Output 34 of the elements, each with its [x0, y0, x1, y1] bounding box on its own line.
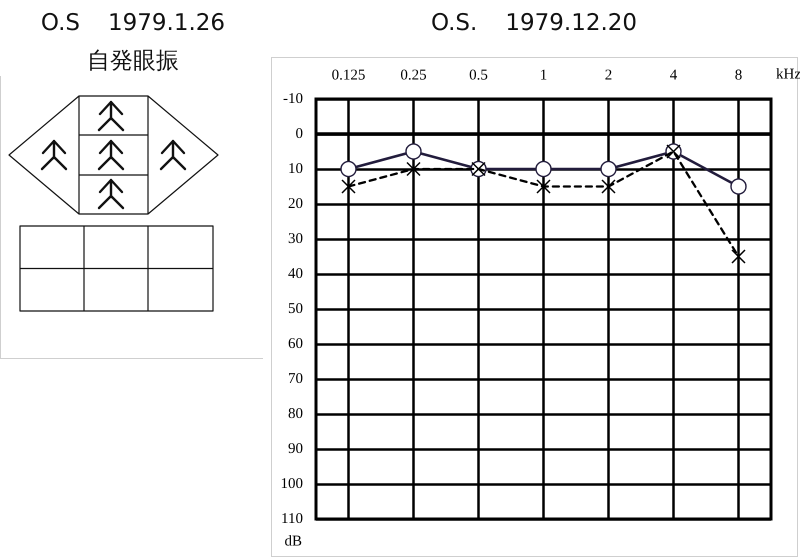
text: O.S 1979.1.26 [40, 10, 226, 36]
point [730, 178, 747, 195]
y-tick-label: 50 [288, 301, 303, 317]
y-tick-label: 80 [288, 406, 303, 422]
text: 自発眼振 [86, 47, 180, 76]
y-tick-label: 70 [288, 371, 303, 387]
x-tick-label: 4 [670, 68, 678, 84]
point [536, 179, 551, 194]
y-tick-label: 100 [280, 476, 303, 492]
y-tick-label: 60 [288, 336, 303, 352]
point [600, 160, 617, 178]
y-tick-label: -10 [283, 91, 303, 107]
point [731, 249, 746, 264]
point [406, 162, 421, 176]
y-tick-label: 30 [288, 231, 303, 247]
point [341, 179, 356, 194]
point [601, 179, 616, 194]
x-tick-label: 0.125 [332, 68, 366, 84]
x-tick-label: 2 [604, 68, 612, 84]
y-tick-label: 10 [288, 161, 303, 177]
y-tick-label: 40 [288, 266, 303, 282]
y-tick-label: 20 [288, 196, 303, 212]
x-tick-label: 0.25 [400, 68, 427, 84]
point [405, 143, 422, 160]
x-tick-label: 1 [540, 68, 548, 84]
y-axis-title: dB [284, 534, 302, 550]
point [340, 160, 357, 178]
chart-title: O.S. 1979.12.20 [430, 10, 638, 36]
x-tick-label: 0.5 [469, 68, 488, 84]
y-tick-label: 110 [281, 511, 303, 527]
y-tick-label: 0 [296, 126, 303, 142]
y-tick-label: 90 [288, 441, 303, 457]
x-tick-label: 8 [734, 68, 742, 84]
point [535, 160, 552, 178]
